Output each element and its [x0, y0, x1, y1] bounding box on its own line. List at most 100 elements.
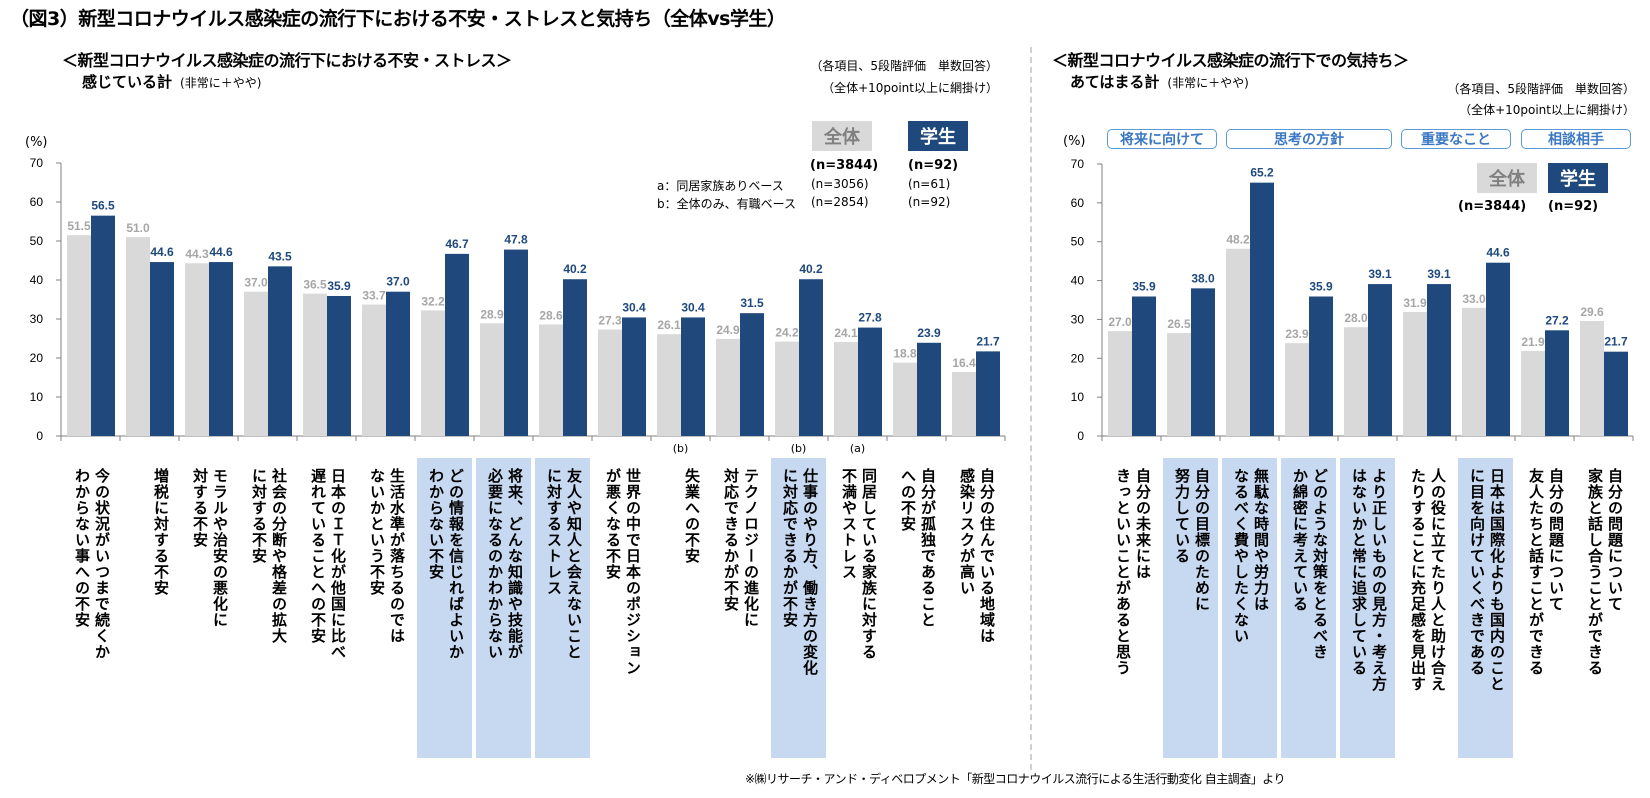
bar-all	[1580, 320, 1604, 436]
left-note-evaluation: （各項目、5段階評価 単数回答）	[810, 59, 998, 73]
data-label-student: 21.7	[1604, 335, 1628, 349]
category-label-line: テクノロジーの進化に	[742, 468, 760, 628]
category-label: 自分の未来には きっといいことがあると思う	[1104, 458, 1159, 758]
category-label: 増税に対する不安	[122, 458, 177, 758]
category-label-line: はないかと常に追求している	[1350, 468, 1368, 676]
bar-student	[740, 313, 764, 436]
category-label: 今の状況がいつまで続くか わからない事への不安	[63, 458, 118, 758]
data-label-all: 33.0	[1462, 292, 1486, 306]
y-tick-label: 50	[1071, 235, 1085, 249]
left-y-unit: (%)	[25, 135, 48, 150]
legend-all-left: 全体	[812, 121, 872, 151]
category-label-line: 対する不安	[191, 468, 209, 548]
data-label-all: 37.0	[244, 276, 268, 290]
category-label-line: か綿密に考えている	[1291, 468, 1309, 612]
legend-student-n-left: (n=92)	[908, 158, 959, 173]
category-label-line: 感染リスクが高い	[958, 468, 976, 596]
category-label-line: 世界の中で日本のポジション	[624, 468, 642, 676]
category-label-line: 社会の分断や格差の拡大	[270, 468, 288, 644]
data-label-all: 26.1	[657, 318, 681, 332]
data-label-student: 35.9	[327, 279, 351, 293]
category-label-line: たりすることに充足感を見出す	[1409, 468, 1427, 692]
category-label-line: 無駄な時間や労力は	[1252, 468, 1270, 612]
data-label-all: 26.5	[1167, 317, 1191, 331]
data-label-student: 40.2	[799, 262, 823, 276]
bar-student	[858, 327, 882, 436]
bar-student	[681, 317, 705, 436]
category-label: 人の役に立てたり人と助け合え たりすることに充足感を見出す	[1399, 458, 1454, 758]
category-label-line: への不安	[899, 468, 917, 532]
y-tick-label: 60	[1071, 196, 1085, 210]
data-label-student: 27.2	[1545, 313, 1569, 327]
category-label: 自分が孤独であること への不安	[889, 458, 944, 758]
category-label: 日本は国際化よりも国内のこと に目を向けていくべきである	[1458, 458, 1513, 758]
legend-all-n-left: (n=3844)	[810, 158, 879, 173]
data-label-student: 40.2	[563, 262, 587, 276]
category-label: モラルや治安の悪化に 対する不安	[181, 458, 236, 758]
bar-all	[303, 293, 327, 436]
base-mark: (b)	[672, 442, 689, 455]
category-label-line: モラルや治安の悪化に	[211, 468, 229, 628]
legend-all-right: 全体	[1477, 163, 1537, 193]
data-label-student: 39.1	[1368, 267, 1392, 281]
category-label-line: 必要になるのかわからない	[486, 468, 504, 660]
bar-student	[917, 342, 941, 436]
bar-all	[1344, 327, 1368, 436]
data-label-all: 51.5	[67, 219, 91, 233]
category-label-line: 友人や知人と会えないこと	[565, 468, 583, 660]
bar-all	[480, 323, 504, 436]
category-important: 重要なこと	[1401, 129, 1511, 149]
bar-student	[386, 291, 410, 436]
y-tick-label: 10	[1071, 390, 1085, 404]
category-label-line: に対するストレス	[545, 468, 563, 596]
category-thinking: 思考の方針	[1226, 129, 1392, 149]
y-tick-label: 0	[1077, 429, 1084, 443]
y-tick-label: 70	[1071, 157, 1085, 171]
right-note-evaluation: （各項目、5段階評価 単数回答）	[1447, 82, 1635, 96]
category-label-line: 生活水準が落ちるのでは	[388, 468, 406, 644]
bar-all	[244, 291, 268, 436]
bar-all	[1167, 333, 1191, 436]
bar-all	[421, 310, 445, 436]
category-label-line: 努力している	[1173, 468, 1191, 564]
category-label-line: に対する不安	[250, 468, 268, 564]
data-label-student: 44.6	[150, 245, 174, 259]
bar-all	[362, 304, 386, 436]
bar-student	[1486, 262, 1510, 436]
category-label-line: 自分の目標のために	[1193, 468, 1211, 612]
category-label-line: が悪くなる不安	[604, 468, 622, 580]
category-label-line: に目を向けていくべきである	[1468, 468, 1486, 676]
right-caption-paren: (非常に＋やや)	[1167, 76, 1249, 90]
category-label: 自分の住んでいる地域は 感染リスクが高い	[948, 458, 1003, 758]
data-label-all: 23.9	[1285, 327, 1309, 341]
base-b-student-n: (n=92)	[908, 195, 951, 209]
category-label-line: 増税に対する不安	[152, 468, 170, 596]
bar-student	[1545, 330, 1569, 436]
left-note-shading: （全体+10point以上に網掛け）	[822, 81, 998, 95]
data-label-student: 30.4	[681, 300, 705, 314]
panel-divider	[1030, 47, 1032, 770]
bar-all	[598, 329, 622, 436]
bar-student	[976, 351, 1000, 436]
y-tick-label: 50	[30, 234, 44, 248]
category-label: 友人や知人と会えないこと に対するストレス	[535, 458, 590, 758]
bar-all	[775, 341, 799, 436]
bar-all	[1462, 307, 1486, 436]
y-tick-label: 10	[30, 390, 44, 404]
category-consult: 相談相手	[1521, 129, 1631, 149]
bar-student	[91, 215, 115, 436]
bar-student	[150, 262, 174, 436]
category-label-line: わからない事への不安	[73, 468, 91, 628]
category-label: どのような対策をとるべき か綿密に考えている	[1281, 458, 1336, 758]
data-label-all: 44.3	[185, 247, 209, 261]
bar-student	[504, 249, 528, 436]
right-chart-caption: あてはまる計 (非常に＋やや)	[1070, 71, 1249, 92]
bar-student	[799, 279, 823, 436]
base-a-label: a：同居家族ありベース	[657, 179, 784, 193]
bar-all	[716, 338, 740, 436]
left-chart-title: ＜新型コロナウイルス感染症の流行下における不安・ストレス＞	[62, 51, 512, 70]
category-label: 自分の問題について 家族と話し合うことができる	[1576, 458, 1631, 758]
data-label-student: 37.0	[386, 275, 410, 289]
legend-student-n-right: (n=92)	[1548, 199, 1599, 214]
figure-title: （図3）新型コロナウイルス感染症の流行下における不安・ストレスと気持ち（全体vs…	[10, 8, 786, 30]
